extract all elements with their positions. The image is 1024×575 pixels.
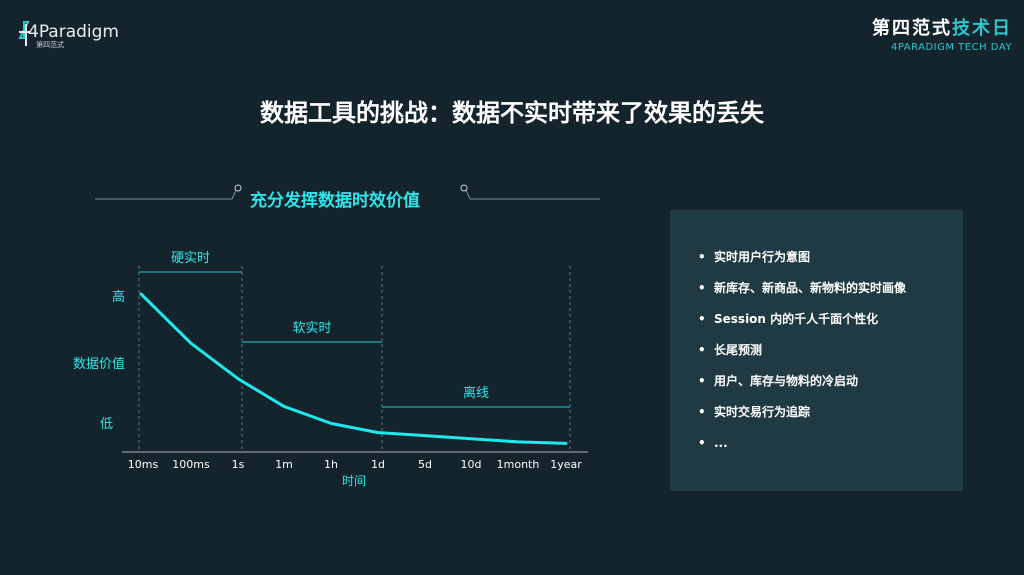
x-tick-1d: 1d xyxy=(371,458,385,471)
x-tick-100ms: 100ms xyxy=(172,458,210,471)
brand-block: 第四范式技术日 4PARADIGM TECH DAY xyxy=(872,14,1012,53)
x-tick-1h: 1h xyxy=(324,458,338,471)
brand-title: 第四范式技术日 xyxy=(872,14,1012,40)
use-case-text: 新库存、新商品、新物料的实时画像 xyxy=(714,281,907,295)
x-tick-1s: 1s xyxy=(232,458,245,471)
range-label-0: 硬实时 xyxy=(171,251,210,266)
section-decoration xyxy=(95,184,600,200)
use-case-text: 实时用户行为意图 xyxy=(714,250,811,264)
bullet-icon: • xyxy=(698,405,706,419)
range-label-2: 离线 xyxy=(463,385,489,401)
value-curve-group xyxy=(139,292,568,445)
section-title: 充分发挥数据时效价值 xyxy=(250,191,420,211)
x-tick-labels: 10ms 100ms 1s 1m 1h 1d 5d 10d 1month 1year xyxy=(128,458,582,471)
logo-subtext: 第四范式 xyxy=(36,41,64,49)
x-axis-label: 时间 xyxy=(342,474,366,488)
section-line-right-tick xyxy=(465,189,471,200)
section-line-left-tick xyxy=(231,189,237,200)
bullet-icon: • xyxy=(698,374,706,388)
use-case-text: 用户、库存与物料的冷启动 xyxy=(714,374,859,388)
x-tick-5d: 5d xyxy=(418,458,432,471)
y-high-label: 高 xyxy=(112,289,125,305)
use-case-item: • Session 内的千人千面个性化 xyxy=(698,310,906,341)
use-case-text: 长尾预测 xyxy=(714,343,763,357)
y-axis-label: 数据价值 xyxy=(73,356,125,372)
x-tick-1m: 1m xyxy=(275,458,293,471)
range-label-1: 软实时 xyxy=(292,321,331,336)
use-case-item: • 实时用户行为意图 xyxy=(698,248,906,279)
use-case-text: 实时交易行为追踪 xyxy=(714,405,811,419)
x-tick-1year: 1year xyxy=(550,458,582,471)
brand-title-part1: 第四范式 xyxy=(872,18,952,39)
brand-subtitle: 4PARADIGM TECH DAY xyxy=(891,42,1012,53)
logo-text: 4Paradigm xyxy=(28,22,119,42)
value-curve xyxy=(139,292,568,445)
use-case-item: • 长尾预测 xyxy=(698,341,906,372)
use-case-panel: • 实时用户行为意图 • 新库存、新商品、新物料的实时画像 • Session 内的千人千… xyxy=(670,210,963,491)
use-case-text: ... xyxy=(714,436,728,450)
use-case-list: • 实时用户行为意图 • 新库存、新商品、新物料的实时画像 • Session 内的千人千… xyxy=(698,248,907,465)
brand-title-part2: 技术日 xyxy=(952,18,1012,39)
y-low-label: 低 xyxy=(100,417,113,432)
x-tick-1month: 1month xyxy=(497,458,540,471)
use-case-text: Session 内的千人千面个性化 xyxy=(714,312,879,326)
page-title: 数据工具的挑战：数据不实时带来了效果的丢失 xyxy=(260,99,764,127)
use-case-item: • 新库存、新商品、新物料的实时画像 xyxy=(698,279,907,310)
bullet-icon: • xyxy=(698,343,706,357)
x-tick-10d: 10d xyxy=(461,458,482,471)
bullet-icon: • xyxy=(698,436,706,450)
use-case-item: • 实时交易行为追踪 xyxy=(698,403,906,434)
bullet-icon: • xyxy=(698,250,706,264)
bullet-icon: • xyxy=(698,312,706,326)
section-dot-right xyxy=(460,184,468,192)
vertical-guides xyxy=(138,266,571,452)
bullet-icon: • xyxy=(698,281,706,295)
4paradigm-logo-mark xyxy=(18,21,30,46)
use-case-item: • 用户、库存与物料的冷启动 xyxy=(698,372,906,403)
use-case-item: •... xyxy=(698,434,906,465)
x-tick-10ms: 10ms xyxy=(128,458,159,471)
section-dot-left xyxy=(234,184,242,192)
